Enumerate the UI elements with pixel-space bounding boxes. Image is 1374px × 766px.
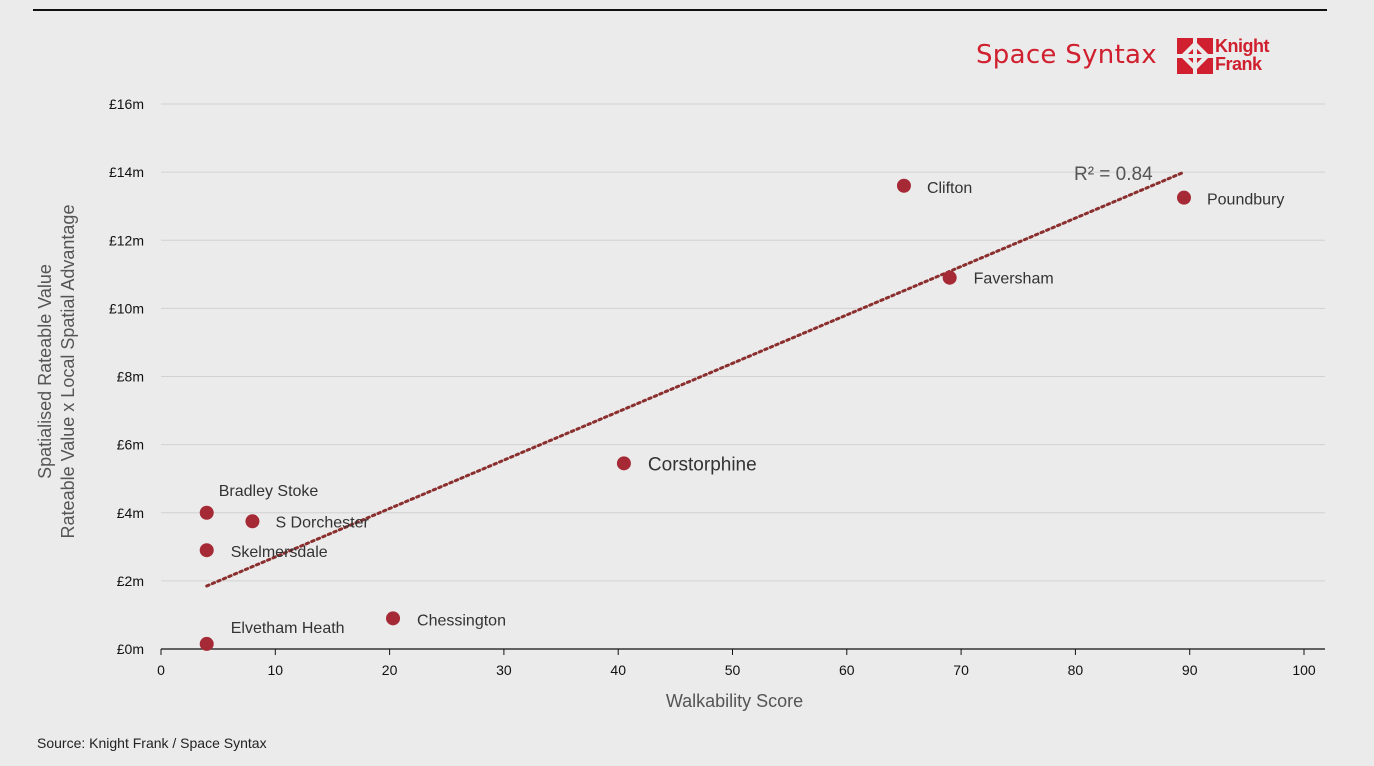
point-label: S Dorchester: [275, 514, 369, 531]
knight-frank-line2: Frank: [1215, 54, 1262, 74]
x-axis-title: Walkability Score: [666, 691, 803, 711]
point-label: Faversham: [974, 271, 1054, 288]
y-tick-label: £4m: [117, 505, 144, 521]
point-label: Skelmersdale: [231, 544, 328, 561]
data-point: [199, 543, 214, 558]
x-tick-label: 100: [1292, 662, 1316, 678]
knight-frank-diamond-icon: [1177, 38, 1213, 74]
y-axis-title-line2: Rateable Value x Local Spatial Advantage: [58, 205, 78, 539]
y-tick-label: £14m: [109, 164, 144, 180]
y-tick-label: £0m: [117, 641, 144, 657]
knight-frank-wordmark: Knight Frank: [1215, 37, 1269, 73]
data-point: [1176, 190, 1191, 205]
space-syntax-logo: Space Syntax: [976, 40, 1157, 70]
point-label: Poundbury: [1207, 192, 1284, 209]
data-point: [245, 514, 260, 529]
x-tick-label: 20: [382, 662, 398, 678]
x-tick-label: 40: [610, 662, 626, 678]
source-note: Source: Knight Frank / Space Syntax: [37, 735, 267, 751]
x-tick-label: 30: [496, 662, 512, 678]
point-label: Elvetham Heath: [231, 620, 345, 637]
x-tick-label: 10: [268, 662, 284, 678]
y-tick-label: £6m: [117, 437, 144, 453]
x-tick-label: 70: [953, 662, 969, 678]
top-rule: [33, 9, 1327, 11]
data-point: [199, 505, 214, 520]
y-tick-label: £10m: [109, 300, 144, 316]
data-point: [199, 636, 214, 651]
point-label: Clifton: [927, 180, 972, 197]
y-tick-label: £12m: [109, 232, 144, 248]
x-tick-label: 90: [1182, 662, 1198, 678]
knight-frank-logo: Knight Frank: [1177, 37, 1287, 76]
x-tick-label: 80: [1068, 662, 1084, 678]
y-tick-label: £2m: [117, 573, 144, 589]
x-tick-label: 0: [157, 662, 165, 678]
data-point: [942, 270, 957, 285]
knight-frank-line1: Knight: [1215, 36, 1269, 56]
data-point: [616, 456, 631, 471]
y-axis-title-line1: Spatialised Rateable Value: [35, 264, 55, 479]
x-tick-label: 50: [725, 662, 741, 678]
trendline: [205, 170, 1186, 588]
data-point: [386, 611, 401, 626]
y-tick-label: £16m: [109, 96, 144, 112]
data-point: [896, 178, 911, 193]
r2-annotation: R² = 0.84: [1074, 164, 1153, 185]
point-label: Corstorphine: [648, 454, 757, 475]
y-tick-label: £8m: [117, 369, 144, 385]
point-label: Bradley Stoke: [219, 483, 319, 500]
x-tick-label: 60: [839, 662, 855, 678]
point-label: Chessington: [417, 612, 506, 629]
